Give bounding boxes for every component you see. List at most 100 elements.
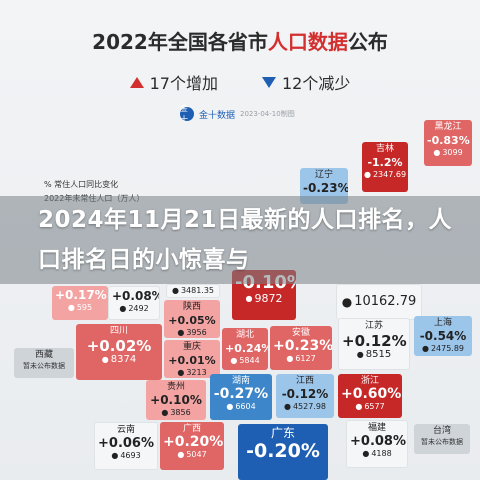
- tile-change: +0.60%: [341, 386, 402, 402]
- tile-population-value: 2492: [128, 304, 149, 313]
- title-tail: 公布: [347, 30, 388, 54]
- triangle-up-icon: [129, 76, 144, 88]
- tile-change: -0.23%: [303, 181, 348, 195]
- tile-change: +0.24%: [225, 342, 268, 355]
- tile-guangdong: 广东 -0.20%: [238, 424, 328, 480]
- person-icon: ●: [363, 170, 371, 179]
- source-date: 2023-04-10制图: [240, 110, 295, 118]
- person-icon: ●: [111, 451, 119, 460]
- person-icon: ●: [177, 328, 185, 337]
- tile-name: 江西: [295, 376, 314, 386]
- tile-population-value: 6604: [235, 402, 256, 411]
- tile-change: -0.27%: [213, 386, 269, 402]
- person-icon: ●: [245, 294, 253, 303]
- person-icon: ●: [356, 350, 364, 359]
- person-icon: ●: [119, 304, 127, 313]
- article-title[interactable]: 2024年11月21日最新的人口排名，人口排名日的小惊喜与: [38, 207, 453, 273]
- tile-guangxi: 广西 +0.20% ● 5047: [160, 422, 224, 470]
- tile-change: +0.20%: [163, 434, 224, 450]
- tile-population-value: 2475.89: [430, 344, 465, 353]
- tile-note: 暂未公布数据: [421, 438, 463, 446]
- tile-population-value: 5844: [239, 356, 260, 365]
- tile-name: 浙江: [360, 376, 379, 386]
- tile-qinghai: +0.17% ● 595: [52, 286, 108, 320]
- tile-name: 广东: [270, 426, 295, 440]
- tile-change: +0.02%: [86, 337, 152, 355]
- tile-change: -0.20%: [246, 440, 320, 462]
- person-icon: ●: [171, 286, 179, 295]
- tile-name: 湖北: [235, 330, 254, 340]
- tile-population: ● 2347.69: [363, 170, 406, 180]
- tile-population: ● 3213: [167, 368, 217, 378]
- tile-hubei: 湖北 +0.24% ● 5844: [222, 328, 268, 370]
- tile-name: 贵州: [166, 382, 185, 392]
- tile-population: ● 4527.98: [279, 402, 331, 412]
- tile-name: 广西: [182, 424, 201, 434]
- tile-population: ● 4188: [350, 449, 404, 459]
- jin10-logo-icon: 金十: [180, 104, 194, 124]
- tile-population-value: 6577: [364, 402, 385, 411]
- tile-population-value: 4693: [120, 451, 141, 460]
- page-title: 2022年全国各省市人口数据公布: [0, 26, 480, 55]
- tile-name: 吉林: [375, 144, 394, 154]
- stat-increase-label: 17个增加: [149, 74, 218, 93]
- tile-shandong: ● 10162.79: [336, 284, 422, 320]
- tile-note: 暂未公布数据: [23, 362, 65, 370]
- tile-xizang: 西藏 暂未公布数据: [14, 348, 74, 378]
- tile-change: +0.10%: [150, 393, 202, 407]
- tile-population-value: 4188: [371, 449, 392, 458]
- tile-population-value: 3856: [170, 408, 191, 417]
- tile-change: -1.2%: [367, 156, 403, 169]
- tile-taiwan: 台湾 暂未公布数据: [414, 424, 470, 454]
- tile-jilin: 吉林 -1.2% ● 2347.69: [362, 142, 408, 192]
- tile-shaanxi: 陕西 +0.05% ● 3956: [164, 300, 220, 338]
- tile-population: ● 6604: [213, 402, 269, 412]
- tile-population: ● 8515: [342, 350, 406, 360]
- person-icon: ●: [177, 450, 185, 459]
- person-icon: ●: [67, 303, 75, 312]
- person-icon: ●: [177, 368, 185, 377]
- tile-name: 湖南: [231, 376, 250, 386]
- tile-change: -0.54%: [419, 329, 467, 343]
- stat-decrease-label: 12个减少: [282, 74, 351, 93]
- tile-population-value: 8515: [365, 349, 392, 360]
- stat-increase: 17个增加: [129, 70, 218, 94]
- tile-name: 辽宁: [314, 170, 333, 180]
- tile-population-value: 3099: [442, 148, 463, 157]
- legend-row-change: % 常住人口同比变化: [44, 178, 184, 192]
- tile-population-value: 3956: [186, 328, 207, 337]
- tile-gansu: +0.08% ● 2492: [108, 286, 160, 320]
- tile-population: ● 9872: [235, 292, 293, 305]
- tile-population: ● 3956: [167, 328, 217, 338]
- tile-jiangxi: 江西 -0.12% ● 4527.98: [276, 374, 334, 418]
- tile-change: -0.83%: [427, 134, 470, 147]
- tile-heilongjiang: 黑龙江 -0.83% ● 3099: [424, 120, 472, 166]
- tile-population: ● 595: [55, 303, 105, 313]
- tile-name: 西藏: [34, 350, 53, 360]
- tile-change: +0.08%: [350, 434, 406, 449]
- triangle-down-icon: [262, 76, 276, 88]
- person-icon: ●: [230, 356, 238, 365]
- person-icon: ●: [341, 295, 353, 309]
- tile-population-value: 4527.98: [292, 402, 327, 411]
- tile-shanghai: 上海 -0.54% ● 2475.89: [414, 316, 472, 356]
- tile-fujian: 福建 +0.08% ● 4188: [346, 420, 408, 468]
- source-credit: 金十 金十数据 2023-04-10制图: [180, 104, 320, 124]
- stat-decrease: 12个减少: [262, 70, 350, 94]
- tile-population: ● 6577: [341, 402, 399, 412]
- article-title-banner[interactable]: 2024年11月21日最新的人口排名，人口排名日的小惊喜与: [0, 196, 480, 284]
- tile-hunan: 湖南 -0.27% ● 6604: [210, 374, 272, 420]
- tile-population: ● 10162.79: [340, 287, 418, 317]
- person-icon: ●: [355, 402, 363, 411]
- person-icon: ●: [433, 148, 441, 157]
- tile-zhejiang: 浙江 +0.60% ● 6577: [338, 374, 402, 418]
- tile-chongqing: 重庆 +0.01% ● 3213: [164, 340, 220, 378]
- tile-name: 台湾: [432, 426, 451, 436]
- person-icon: ●: [101, 355, 109, 364]
- header: 2022年全国各省市人口数据公布 17个增加 12个减少 金十 金十数据 202…: [0, 0, 480, 130]
- tile-population-value: 9872: [254, 292, 283, 305]
- tile-jiangsu: 江苏 +0.12% ● 8515: [338, 318, 410, 370]
- person-icon: ●: [226, 402, 234, 411]
- tile-population: ● 5844: [225, 356, 265, 366]
